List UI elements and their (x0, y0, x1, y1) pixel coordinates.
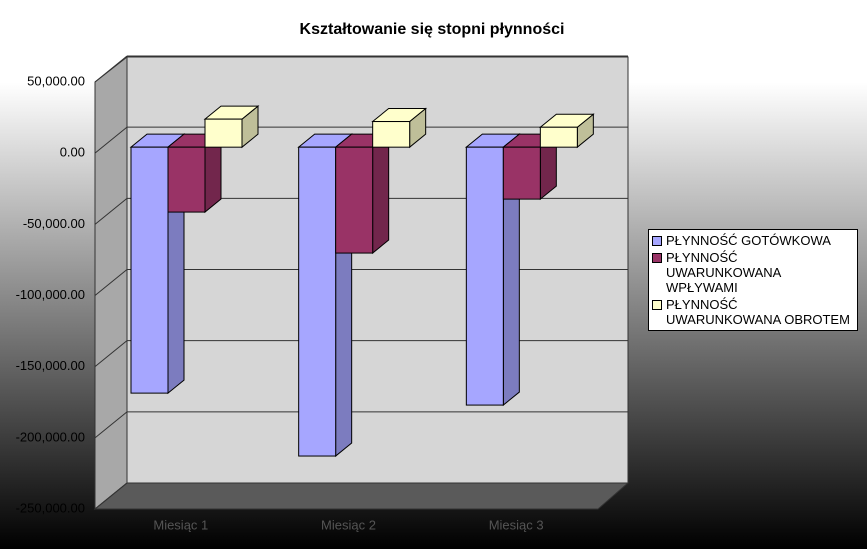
bar (465, 146, 504, 406)
bar (130, 146, 169, 394)
bar-shade (372, 134, 389, 254)
bar (335, 146, 374, 254)
y-tick-label: 0.00 (60, 145, 85, 160)
x-tick-label: Miesiąc 1 (153, 517, 208, 532)
x-tick-label: Miesiąc 3 (489, 517, 544, 532)
x-tick-label: Miesiąc 2 (321, 517, 376, 532)
legend-swatch (652, 300, 662, 310)
bar-shade (409, 108, 426, 148)
bar-shade (577, 114, 594, 148)
legend-label: PŁYNNOŚĆ GOTÓWKOWA (666, 233, 831, 248)
grid-line (94, 482, 128, 510)
legend-swatch (652, 236, 662, 246)
bar (539, 126, 578, 148)
y-tick-label: -250,000.00 (16, 500, 85, 515)
legend-label: PŁYNNOŚĆ UWARUNKOWANA WPŁYWAMI (666, 250, 781, 295)
bar-shade (503, 134, 520, 406)
grid-line (94, 340, 128, 368)
floor (93, 482, 630, 510)
bar (372, 121, 411, 148)
bar (502, 146, 541, 200)
chart-title: Kształtowanie się stopni płynności (300, 21, 565, 38)
bar-shade (540, 134, 557, 200)
grid-line (94, 269, 128, 296)
legend: PŁYNNOŚĆ GOTÓWKOWA PŁYNNOŚĆ UWARUNKOWANA … (648, 229, 858, 331)
y-tick-label: -50,000.00 (23, 216, 85, 231)
grid-line (94, 411, 128, 439)
y-tick-label: -200,000.00 (16, 429, 85, 444)
grid-line (94, 126, 128, 154)
legend-swatch (652, 253, 662, 263)
bar (167, 146, 206, 213)
bar (298, 146, 337, 457)
legend-item: PŁYNNOŚĆ UWARUNKOWANA OBROTEM (649, 296, 857, 328)
y-tick-label: -150,000.00 (16, 358, 85, 373)
legend-label: PŁYNNOŚĆ UWARUNKOWANA OBROTEM (666, 297, 850, 327)
y-tick-label: -100,000.00 (16, 287, 85, 302)
grid-line (94, 197, 128, 225)
y-tick-label: 50,000.00 (27, 73, 85, 88)
grid-line (94, 55, 128, 83)
bar (204, 118, 243, 148)
legend-item: PŁYNNOŚĆ UWARUNKOWANA WPŁYWAMI (649, 249, 857, 296)
bar-shade (205, 134, 221, 213)
legend-item: PŁYNNOŚĆ GOTÓWKOWA (649, 232, 857, 249)
